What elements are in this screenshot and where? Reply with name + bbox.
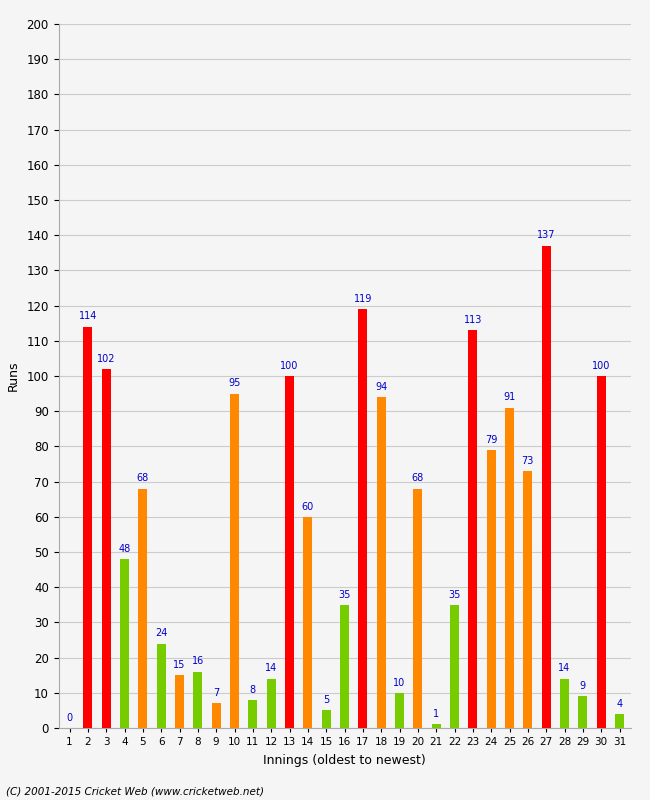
Bar: [101, 369, 111, 728]
Bar: [487, 450, 496, 728]
Bar: [212, 703, 221, 728]
Text: 102: 102: [97, 354, 116, 364]
Text: 114: 114: [79, 311, 97, 322]
Bar: [304, 517, 313, 728]
Bar: [285, 376, 294, 728]
Text: (C) 2001-2015 Cricket Web (www.cricketweb.net): (C) 2001-2015 Cricket Web (www.cricketwe…: [6, 786, 265, 796]
Text: 137: 137: [537, 230, 555, 241]
Bar: [413, 489, 423, 728]
Bar: [523, 471, 532, 728]
Text: 24: 24: [155, 628, 167, 638]
Text: 48: 48: [118, 544, 131, 554]
Bar: [157, 643, 166, 728]
Bar: [193, 672, 202, 728]
Bar: [120, 559, 129, 728]
Bar: [138, 489, 148, 728]
Bar: [450, 605, 459, 728]
Bar: [175, 675, 184, 728]
Bar: [468, 330, 477, 728]
X-axis label: Innings (oldest to newest): Innings (oldest to newest): [263, 754, 426, 767]
Text: 60: 60: [302, 502, 314, 511]
Text: 4: 4: [616, 698, 623, 709]
Text: 14: 14: [558, 663, 571, 674]
Text: 0: 0: [66, 713, 73, 722]
Bar: [432, 725, 441, 728]
Bar: [560, 678, 569, 728]
Text: 35: 35: [338, 590, 351, 599]
Bar: [505, 408, 514, 728]
Text: 1: 1: [433, 710, 439, 719]
Text: 14: 14: [265, 663, 278, 674]
Bar: [578, 696, 588, 728]
Bar: [541, 246, 551, 728]
Y-axis label: Runs: Runs: [6, 361, 20, 391]
Bar: [248, 700, 257, 728]
Bar: [340, 605, 349, 728]
Text: 94: 94: [375, 382, 387, 392]
Text: 100: 100: [280, 361, 299, 370]
Bar: [376, 397, 385, 728]
Text: 113: 113: [463, 315, 482, 325]
Bar: [230, 394, 239, 728]
Text: 100: 100: [592, 361, 610, 370]
Bar: [358, 309, 367, 728]
Bar: [266, 678, 276, 728]
Bar: [83, 326, 92, 728]
Text: 10: 10: [393, 678, 406, 687]
Text: 16: 16: [192, 656, 204, 666]
Text: 7: 7: [213, 688, 219, 698]
Bar: [597, 376, 606, 728]
Bar: [322, 710, 331, 728]
Text: 95: 95: [228, 378, 240, 388]
Text: 119: 119: [354, 294, 372, 304]
Text: 15: 15: [174, 660, 186, 670]
Text: 79: 79: [485, 434, 497, 445]
Bar: [615, 714, 624, 728]
Text: 91: 91: [503, 392, 515, 402]
Text: 68: 68: [411, 474, 424, 483]
Text: 73: 73: [522, 456, 534, 466]
Text: 68: 68: [136, 474, 149, 483]
Text: 8: 8: [250, 685, 256, 694]
Text: 35: 35: [448, 590, 461, 599]
Text: 9: 9: [580, 681, 586, 691]
Bar: [395, 693, 404, 728]
Text: 5: 5: [323, 695, 330, 705]
